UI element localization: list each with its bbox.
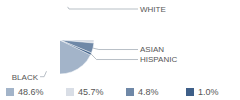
leader-line (68, 7, 138, 9)
legend-swatch (66, 88, 74, 96)
legend-label: 48.6% (18, 87, 44, 97)
leader-line (40, 71, 47, 77)
pie-slice (60, 40, 91, 55)
legend-swatch (186, 88, 194, 96)
slice-label: WHITE (140, 5, 166, 14)
legend-swatch (6, 88, 14, 96)
leader-line (91, 54, 138, 60)
legend-swatch (126, 88, 134, 96)
pie (60, 40, 94, 74)
slice-labels: BLACK WHITE ASIANHISPANIC (12, 5, 178, 82)
chart: BLACK WHITE ASIANHISPANIC 48.6% 45.7% 4.8% 1.0… (0, 0, 240, 100)
slice-label: ASIAN (140, 45, 164, 54)
slice-label: BLACK (12, 73, 39, 82)
legend-label: 4.8% (138, 87, 159, 97)
legend-label: 45.7% (78, 87, 104, 97)
legend: 48.6% 45.7% 4.8% 1.0% (6, 87, 219, 97)
slice-label: HISPANIC (140, 55, 177, 64)
legend-label: 1.0% (198, 87, 219, 97)
leader-line (93, 48, 138, 49)
